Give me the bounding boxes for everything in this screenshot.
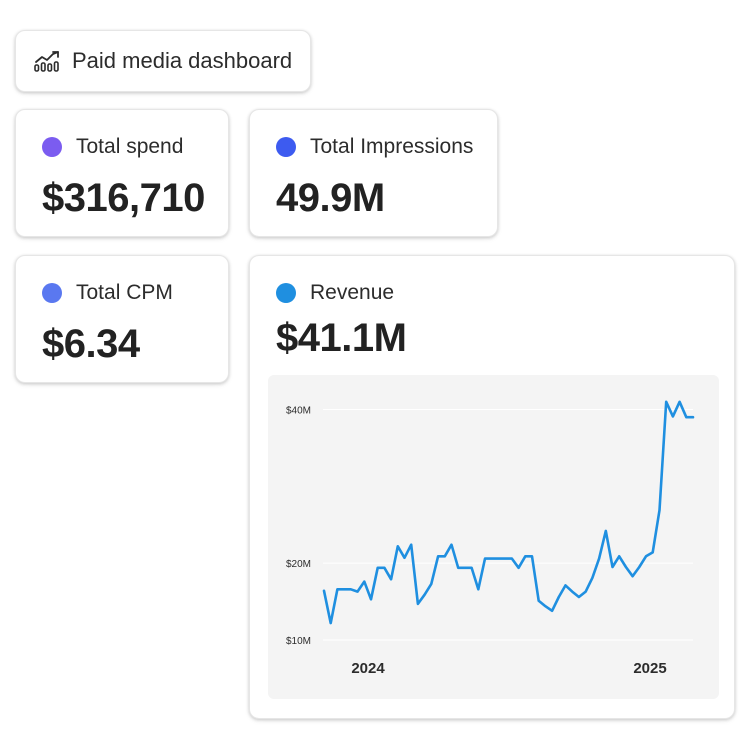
cpm-dot-icon [42,283,62,303]
revenue-value: $41.1M [276,316,407,360]
revenue-line-chart: $10M $20M $40M 2024 2025 [286,400,695,677]
x-year-label: 2024 [351,660,385,677]
revenue-dot-icon [276,283,296,303]
total-cpm-card[interactable]: Total CPM $6.34 [15,255,229,383]
total-impressions-value: 49.9M [276,176,385,220]
spend-dot-icon [42,137,62,157]
revenue-label: Revenue [310,281,395,304]
chart-bars-icon [34,51,59,72]
page-title: Paid media dashboard [72,48,293,73]
total-spend-card[interactable]: Total spend $316,710 [15,109,229,237]
revenue-chart-panel: $10M $20M $40M 2024 2025 [268,375,719,699]
total-cpm-label: Total CPM [76,281,173,304]
total-cpm-value: $6.34 [42,322,140,366]
x-year-label: 2025 [633,660,666,677]
revenue-series-line [322,400,695,625]
y-tick-label: $40M [286,406,311,417]
total-spend-value: $316,710 [42,176,205,220]
y-tick-label: $20M [286,559,311,570]
total-impressions-card[interactable]: Total Impressions 49.9M [249,109,498,237]
revenue-card[interactable]: Revenue $41.1M $10M $20M $40M 2024 2025 [249,255,735,719]
y-tick-label: $10M [286,636,311,647]
dashboard-title-card: Paid media dashboard [15,30,311,92]
total-spend-label: Total spend [76,135,184,158]
impressions-dot-icon [276,137,296,157]
total-impressions-label: Total Impressions [310,135,474,158]
